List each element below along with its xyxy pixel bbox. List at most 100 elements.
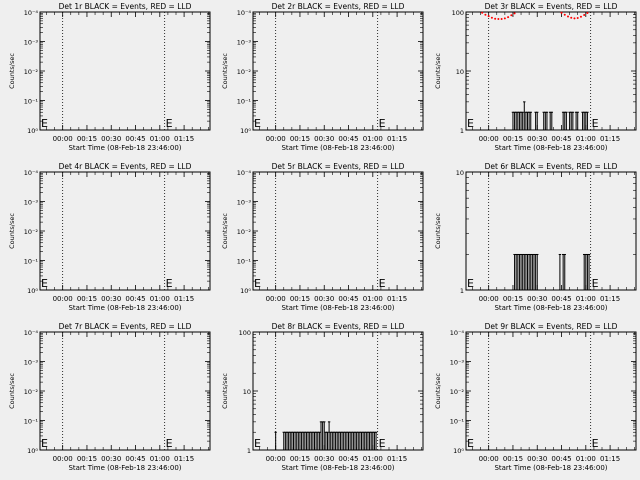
x-tick-label: 00:15 xyxy=(290,135,310,143)
x-tick-label: 01:00 xyxy=(576,455,596,463)
x-tick-label: 00:30 xyxy=(101,295,121,303)
lld-data-point xyxy=(490,16,493,19)
event-marker-label: E xyxy=(592,277,599,290)
x-tick-label: 00:00 xyxy=(479,455,499,463)
x-tick-label: 00:00 xyxy=(479,295,499,303)
x-tick-label: 00:00 xyxy=(266,135,286,143)
x-tick-label: 00:30 xyxy=(314,295,334,303)
x-tick-label: 01:15 xyxy=(174,455,194,463)
chart-title: Det 2r BLACK = Events, RED = LLD xyxy=(272,2,405,11)
y-tick-label: 10⁻¹ xyxy=(24,258,39,266)
y-tick-label: 10⁻² xyxy=(237,228,252,236)
y-tick-label: 100 xyxy=(239,329,251,337)
x-tick-label: 00:15 xyxy=(503,135,523,143)
chart-title: Det 7r BLACK = Events, RED = LLD xyxy=(59,322,192,331)
x-tick-label: 00:30 xyxy=(527,295,547,303)
event-marker-label: E xyxy=(41,117,48,130)
x-tick-label: 00:15 xyxy=(77,455,97,463)
x-axis-label: Start Time (08-Feb-18 23:46:00) xyxy=(281,304,394,312)
event-marker-label: E xyxy=(41,437,48,450)
x-tick-label: 01:15 xyxy=(387,455,407,463)
y-tick-label: 10⁻³ xyxy=(24,39,39,47)
event-marker-label: E xyxy=(254,277,261,290)
y-tick-label: 10⁻² xyxy=(450,388,465,396)
lld-data-point xyxy=(503,17,506,20)
event-marker-label: E xyxy=(379,437,386,450)
chart-title: Det 6r BLACK = Events, RED = LLD xyxy=(485,162,618,171)
y-axis-label: Counts/sec xyxy=(8,53,16,89)
lld-data-point xyxy=(484,13,487,16)
x-tick-label: 00:45 xyxy=(125,455,145,463)
x-tick-label: 00:00 xyxy=(53,295,73,303)
y-tick-label: 10⁻¹ xyxy=(237,98,252,106)
x-tick-label: 00:45 xyxy=(338,455,358,463)
x-axis-label: Start Time (08-Feb-18 23:46:00) xyxy=(281,144,394,152)
event-marker-label: E xyxy=(166,437,173,450)
y-tick-label: 10⁻³ xyxy=(450,359,465,367)
event-marker-label: E xyxy=(166,277,173,290)
event-marker-label: E xyxy=(467,117,474,130)
x-tick-label: 00:00 xyxy=(479,135,499,143)
y-axis-label: Counts/sec xyxy=(8,373,16,409)
y-axis-label: Counts/sec xyxy=(434,53,442,89)
chart-title: Det 5r BLACK = Events, RED = LLD xyxy=(272,162,405,171)
y-tick-label: 100 xyxy=(452,9,464,17)
y-tick-label: 10⁻³ xyxy=(24,359,39,367)
x-tick-label: 01:15 xyxy=(387,135,407,143)
x-axis-label: Start Time (08-Feb-18 23:46:00) xyxy=(68,464,181,472)
event-marker-label: E xyxy=(379,117,386,130)
x-tick-label: 01:15 xyxy=(600,455,620,463)
x-tick-label: 00:45 xyxy=(338,135,358,143)
x-tick-label: 00:30 xyxy=(527,135,547,143)
y-tick-label: 10⁻² xyxy=(237,68,252,76)
x-tick-label: 01:00 xyxy=(576,295,596,303)
x-tick-label: 00:15 xyxy=(77,135,97,143)
x-tick-label: 00:45 xyxy=(338,295,358,303)
x-tick-label: 01:15 xyxy=(387,295,407,303)
x-tick-label: 01:00 xyxy=(576,135,596,143)
y-tick-label: 10⁻¹ xyxy=(24,418,39,426)
chart-title: Det 3r BLACK = Events, RED = LLD xyxy=(485,2,618,11)
x-tick-label: 00:45 xyxy=(551,295,571,303)
event-marker-label: E xyxy=(166,117,173,130)
y-tick-label: 10 xyxy=(456,169,464,177)
y-tick-label: 10 xyxy=(456,68,464,76)
y-tick-label: 10⁻⁴ xyxy=(24,169,39,177)
y-tick-label: 10⁻² xyxy=(24,228,39,236)
event-marker-label: E xyxy=(467,277,474,290)
x-tick-label: 00:30 xyxy=(101,135,121,143)
lld-data-point xyxy=(579,15,582,18)
x-tick-label: 00:15 xyxy=(290,295,310,303)
x-tick-label: 00:30 xyxy=(314,455,334,463)
x-tick-label: 01:15 xyxy=(174,135,194,143)
y-tick-label: 10⁻³ xyxy=(237,199,252,207)
x-tick-label: 00:45 xyxy=(125,135,145,143)
x-tick-label: 01:15 xyxy=(600,135,620,143)
event-marker-label: E xyxy=(379,277,386,290)
lld-data-point xyxy=(513,12,516,15)
y-tick-label: 10⁻⁴ xyxy=(237,169,252,177)
x-tick-label: 01:15 xyxy=(600,295,620,303)
y-tick-label: 10 xyxy=(243,388,251,396)
y-tick-label: 10⁰ xyxy=(27,127,38,135)
y-axis-label: Counts/sec xyxy=(434,373,442,409)
y-tick-label: 10⁻¹ xyxy=(450,418,465,426)
y-tick-label: 10⁻⁴ xyxy=(237,9,252,17)
y-tick-label: 10⁰ xyxy=(27,447,38,455)
y-tick-label: 10⁰ xyxy=(240,287,251,295)
event-marker-label: E xyxy=(467,437,474,450)
y-tick-label: 1 xyxy=(460,287,464,295)
y-tick-label: 1 xyxy=(460,127,464,135)
y-tick-label: 10⁻⁴ xyxy=(24,329,39,337)
lld-data-point xyxy=(507,16,510,19)
x-tick-label: 00:15 xyxy=(290,455,310,463)
x-tick-label: 01:00 xyxy=(150,455,170,463)
event-marker-label: E xyxy=(254,117,261,130)
x-tick-label: 00:45 xyxy=(551,455,571,463)
lld-data-point xyxy=(583,13,586,16)
event-marker-label: E xyxy=(41,277,48,290)
